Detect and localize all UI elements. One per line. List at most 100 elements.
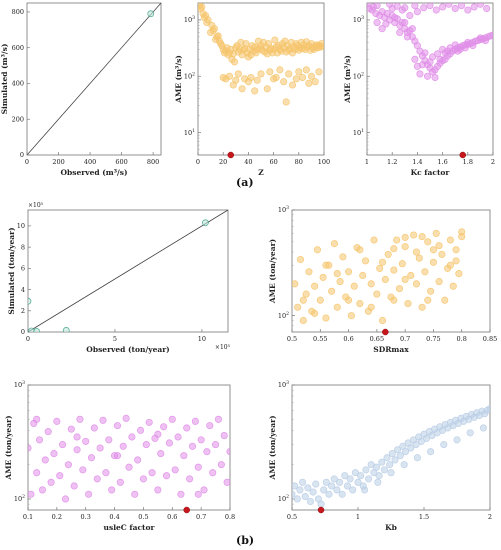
data-point	[378, 458, 386, 466]
data-point	[28, 297, 32, 305]
data-point	[301, 492, 309, 501]
chart-p7: 0.5 1 1.5 2 102 103 Kb AME (ton/year)	[268, 380, 492, 532]
chart-p5: 0.5 0.55 0.6 0.65 0.7 0.75 0.8 0.85 102 103 SDRmax…	[268, 205, 497, 354]
x-tick-label: 1.8	[463, 158, 473, 166]
data-point	[440, 441, 448, 449]
points-group	[292, 405, 490, 508]
data-point	[452, 257, 460, 265]
data-point	[128, 433, 136, 441]
data-point	[483, 4, 491, 13]
data-point	[431, 73, 439, 82]
data-point	[73, 446, 81, 454]
data-point	[411, 3, 419, 10]
data-point	[373, 18, 381, 27]
data-point	[470, 3, 478, 11]
data-point	[28, 490, 35, 498]
data-point	[202, 219, 209, 227]
data-point	[148, 469, 156, 477]
data-point	[299, 73, 307, 82]
data-point	[410, 231, 418, 239]
data-point	[428, 53, 437, 61]
data-point	[336, 278, 344, 286]
data-point	[320, 486, 328, 494]
data-point	[325, 490, 333, 498]
data-point	[212, 441, 220, 449]
data-point	[412, 280, 421, 288]
data-point	[391, 456, 399, 464]
data-point	[99, 416, 107, 424]
data-point	[346, 475, 354, 483]
data-point	[373, 290, 381, 298]
y-tick-label: 102	[14, 494, 25, 503]
data-point	[330, 240, 338, 248]
data-point	[214, 415, 223, 423]
data-point	[378, 258, 387, 266]
data-point	[61, 495, 70, 503]
y-axis-label: Simulated (ton/year)	[7, 227, 16, 314]
points-group	[367, 3, 493, 82]
y-axis-label: AME (m³/s)	[174, 55, 183, 104]
x-tick-label: 60	[269, 158, 277, 166]
data-point	[413, 454, 421, 462]
data-point	[145, 418, 153, 426]
data-point	[421, 268, 429, 276]
x-tick-label: 1.4	[412, 158, 422, 166]
data-point	[432, 6, 440, 14]
data-point	[382, 20, 390, 28]
data-point	[295, 68, 303, 76]
data-point	[451, 4, 459, 13]
data-point	[191, 417, 199, 425]
data-point	[157, 450, 165, 458]
data-point	[401, 243, 409, 251]
x-tick-label: 0.85	[483, 335, 497, 343]
y-tick-label: 103	[278, 205, 289, 214]
data-point	[139, 475, 147, 483]
data-point	[307, 72, 315, 80]
data-point	[417, 437, 425, 445]
x-tick-label: 0.6	[343, 335, 353, 343]
data-point	[76, 415, 84, 423]
data-point	[266, 68, 274, 76]
data-point	[486, 405, 490, 413]
x-tick-label: 0.1	[23, 513, 33, 521]
x-tick-label: 1.2	[387, 158, 397, 166]
data-point	[113, 452, 122, 460]
data-point	[464, 6, 472, 14]
data-point	[313, 246, 322, 254]
data-point	[171, 466, 179, 474]
data-point	[305, 268, 313, 276]
data-point	[356, 300, 364, 308]
data-point	[345, 268, 353, 276]
data-point	[384, 250, 392, 258]
data-point	[174, 433, 182, 441]
data-point	[73, 433, 81, 441]
x-tick-label: 800	[147, 158, 159, 166]
data-point	[333, 303, 341, 311]
data-point	[217, 461, 225, 469]
data-point	[204, 16, 212, 24]
data-point	[230, 58, 239, 66]
data-point	[194, 490, 202, 498]
optimum-marker	[382, 328, 389, 336]
data-point	[82, 437, 90, 445]
data-point	[361, 257, 370, 265]
data-point	[451, 41, 459, 49]
x-tick-label: 20	[219, 158, 227, 166]
data-point	[188, 442, 197, 450]
data-point	[378, 25, 386, 33]
x-tick-label: 0.8	[457, 335, 467, 343]
points-group	[28, 414, 230, 503]
y-tick-label: 400	[12, 80, 24, 88]
data-point	[272, 73, 280, 82]
data-point	[401, 233, 409, 241]
data-point	[315, 68, 323, 76]
data-point	[35, 436, 44, 444]
data-point	[441, 296, 449, 304]
data-point	[383, 454, 391, 462]
data-point	[338, 490, 346, 498]
data-point	[446, 236, 454, 244]
data-point	[390, 296, 398, 304]
y-tick-label: 103	[278, 380, 289, 389]
data-point	[67, 425, 75, 433]
data-point	[401, 18, 409, 27]
